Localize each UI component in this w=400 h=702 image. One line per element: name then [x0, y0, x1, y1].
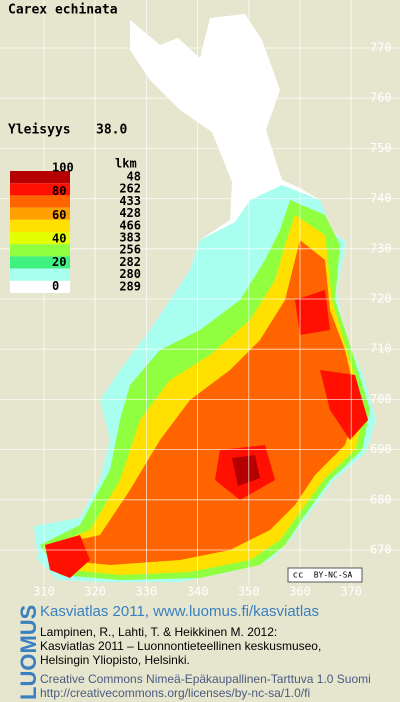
easting-label: 330 — [136, 585, 158, 599]
frequency-label: Yleisyys — [8, 123, 71, 138]
citation-line: Kasviatlas 2011 – Luonnontieteellinen ke… — [40, 639, 321, 653]
legend-count: 433 — [119, 194, 141, 208]
legend-count: 256 — [119, 243, 141, 257]
count-header: lkm — [115, 157, 137, 171]
legend-count: 282 — [119, 255, 141, 269]
legend-swatch — [10, 268, 70, 281]
citation-line: Helsingin Yliopisto, Helsinki. — [40, 653, 190, 667]
legend-swatch — [10, 207, 70, 220]
scale-label: 80 — [52, 184, 66, 198]
legend-swatch — [10, 219, 70, 232]
northing-label: 720 — [370, 292, 392, 306]
legend-count: 466 — [119, 218, 141, 232]
northing-label: 690 — [370, 442, 392, 456]
easting-label: 370 — [340, 585, 362, 599]
legend-swatch — [10, 195, 70, 208]
legend-swatch — [10, 256, 70, 269]
legend-swatch — [10, 232, 70, 245]
northing-label: 730 — [370, 241, 392, 255]
scale-label: 60 — [52, 208, 66, 222]
scale-label: 40 — [52, 232, 66, 246]
citation-line: Lampinen, R., Lahti, T. & Heikkinen M. 2… — [40, 625, 277, 639]
license-line: http://creativecommons.org/licenses/by-n… — [40, 686, 310, 700]
scale-label: 100 — [52, 161, 74, 175]
badge-cc: cc — [293, 571, 304, 581]
scale-label: 0 — [52, 279, 59, 293]
scale-label: 20 — [52, 255, 66, 269]
legend-swatch — [10, 171, 70, 184]
legend-count: 428 — [119, 206, 141, 220]
northing-label: 770 — [370, 41, 392, 55]
badge-text: BY-NC-SA — [314, 571, 353, 580]
northing-label: 700 — [370, 392, 392, 406]
legend-count: 48 — [127, 170, 141, 184]
northing-label: 680 — [370, 492, 392, 506]
northing-label: 740 — [370, 191, 392, 205]
easting-label: 360 — [289, 585, 311, 599]
legend-count: 289 — [119, 279, 141, 293]
license-badge: cc BY-NC-SA — [287, 567, 363, 583]
northing-label: 710 — [370, 342, 392, 356]
easting-label: 310 — [33, 585, 55, 599]
zone-higher — [55, 240, 358, 565]
map — [34, 14, 376, 582]
legend-swatch — [10, 280, 70, 293]
species-name: Carex echinata — [8, 3, 118, 18]
northing-label: 670 — [370, 543, 392, 557]
northing-label: 750 — [370, 141, 392, 155]
zone-top — [45, 535, 90, 578]
badge-box — [287, 567, 363, 583]
legend-count: 383 — [119, 231, 141, 245]
legend-swatch — [10, 183, 70, 196]
legend-count: 280 — [119, 267, 141, 281]
easting-label: 340 — [187, 585, 209, 599]
easting-label: 320 — [84, 585, 106, 599]
atlas-title: Kasviatlas 2011, www.luomus.fi/kasviatla… — [40, 603, 319, 620]
legend-swatch — [10, 244, 70, 257]
northing-label: 760 — [370, 91, 392, 105]
frequency-value: 38.0 — [96, 123, 127, 138]
easting-label: 350 — [238, 585, 260, 599]
zone-top — [232, 455, 260, 486]
zone-top — [295, 290, 330, 335]
brand: LUOMUS — [16, 605, 41, 700]
license-line: Creative Commons Nimeä-Epäkaupallinen-Ta… — [40, 672, 371, 686]
zone-top — [320, 370, 368, 440]
legend-count: 262 — [119, 182, 141, 196]
